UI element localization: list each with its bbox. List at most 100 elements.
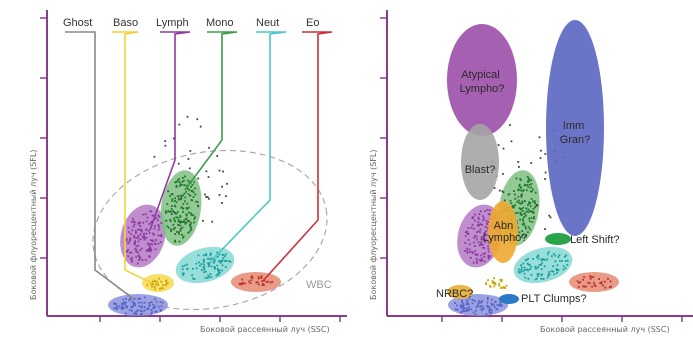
event-dot xyxy=(134,240,136,243)
event-dot xyxy=(482,252,485,255)
event-dot xyxy=(143,235,146,238)
event-dot xyxy=(248,280,250,283)
event-dot xyxy=(529,190,532,193)
event-dot xyxy=(162,284,164,286)
event-dot xyxy=(174,212,176,214)
event-dot xyxy=(518,268,520,271)
event-dot xyxy=(250,279,253,282)
event-dot xyxy=(216,268,219,270)
event-dot xyxy=(483,217,486,220)
event-dot xyxy=(171,193,174,196)
atypical-lympho-label: Atypical Lympho? xyxy=(460,69,505,95)
event-dot xyxy=(192,277,194,280)
event-dot xyxy=(600,282,603,285)
event-dot xyxy=(467,239,470,241)
event-dot xyxy=(160,305,163,308)
event-dot xyxy=(145,232,148,235)
event-dot xyxy=(521,202,524,204)
event-dot xyxy=(463,307,466,310)
event-dot xyxy=(544,171,547,174)
event-dot xyxy=(153,286,156,288)
event-dot xyxy=(477,224,480,227)
event-dot xyxy=(174,200,176,202)
event-dot xyxy=(182,207,185,210)
event-dot xyxy=(539,157,542,159)
event-dot xyxy=(552,265,554,268)
event-dot xyxy=(466,250,469,252)
event-dot xyxy=(524,235,527,238)
event-dot xyxy=(520,194,523,197)
event-dot xyxy=(125,305,128,308)
event-dot xyxy=(462,310,465,313)
event-dot xyxy=(137,262,139,265)
event-dot xyxy=(218,169,221,172)
event-dot xyxy=(182,235,185,238)
event-dot xyxy=(532,212,535,214)
event-dot xyxy=(123,307,125,309)
event-dot xyxy=(487,213,490,215)
event-dot xyxy=(500,287,502,289)
legend-mono: Mono xyxy=(206,17,234,29)
event-dot xyxy=(525,207,528,210)
event-dot xyxy=(195,200,198,203)
event-dot xyxy=(502,173,504,175)
event-dot xyxy=(158,277,160,280)
event-dot xyxy=(487,245,489,248)
event-dot xyxy=(484,239,487,241)
event-dot xyxy=(488,284,491,287)
event-dot xyxy=(510,140,513,143)
event-dot xyxy=(176,231,178,233)
event-dot xyxy=(132,305,134,307)
event-dot xyxy=(469,256,472,259)
event-dot xyxy=(459,311,462,314)
event-dot xyxy=(138,255,141,258)
event-dot xyxy=(607,278,609,280)
event-dot xyxy=(215,274,218,277)
event-dot xyxy=(216,256,219,258)
event-dot xyxy=(171,205,173,207)
event-dot xyxy=(556,272,558,274)
event-dot xyxy=(187,232,190,234)
event-dot xyxy=(154,248,157,251)
event-dot xyxy=(189,223,192,226)
event-dot xyxy=(526,262,529,265)
event-dot xyxy=(146,216,149,219)
event-dot xyxy=(585,285,587,288)
event-dot xyxy=(465,309,468,312)
event-dot xyxy=(521,200,524,203)
event-dot xyxy=(223,255,226,257)
event-dot xyxy=(533,216,535,218)
event-dot xyxy=(483,241,486,243)
event-dot xyxy=(527,181,529,183)
event-dot xyxy=(181,176,184,179)
event-dot xyxy=(537,266,539,269)
event-dot xyxy=(525,210,528,213)
event-dot xyxy=(466,308,469,310)
event-dot xyxy=(199,125,202,128)
event-dot xyxy=(266,280,269,283)
event-dot xyxy=(179,221,181,223)
event-dot xyxy=(529,202,532,204)
event-dot xyxy=(466,251,469,254)
event-dot xyxy=(213,260,216,263)
event-dot xyxy=(456,304,458,307)
event-dot xyxy=(135,245,138,248)
event-dot xyxy=(522,269,525,272)
event-dot xyxy=(485,283,488,286)
event-dot xyxy=(116,307,119,310)
event-dot xyxy=(157,283,159,286)
event-dot xyxy=(502,191,505,194)
event-dot xyxy=(552,253,555,255)
event-dot xyxy=(182,194,184,197)
event-dot xyxy=(477,230,480,233)
event-dot xyxy=(590,276,593,278)
event-dot xyxy=(184,218,187,221)
event-dot xyxy=(593,284,596,286)
baso-cluster xyxy=(142,274,174,292)
event-dot xyxy=(203,268,206,271)
event-dot xyxy=(181,236,184,239)
event-dot xyxy=(490,298,493,301)
event-dot xyxy=(463,250,466,252)
event-dot xyxy=(524,212,526,215)
event-dot xyxy=(487,250,490,253)
